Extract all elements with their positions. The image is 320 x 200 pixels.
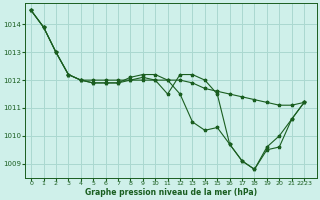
X-axis label: Graphe pression niveau de la mer (hPa): Graphe pression niveau de la mer (hPa) <box>85 188 257 197</box>
